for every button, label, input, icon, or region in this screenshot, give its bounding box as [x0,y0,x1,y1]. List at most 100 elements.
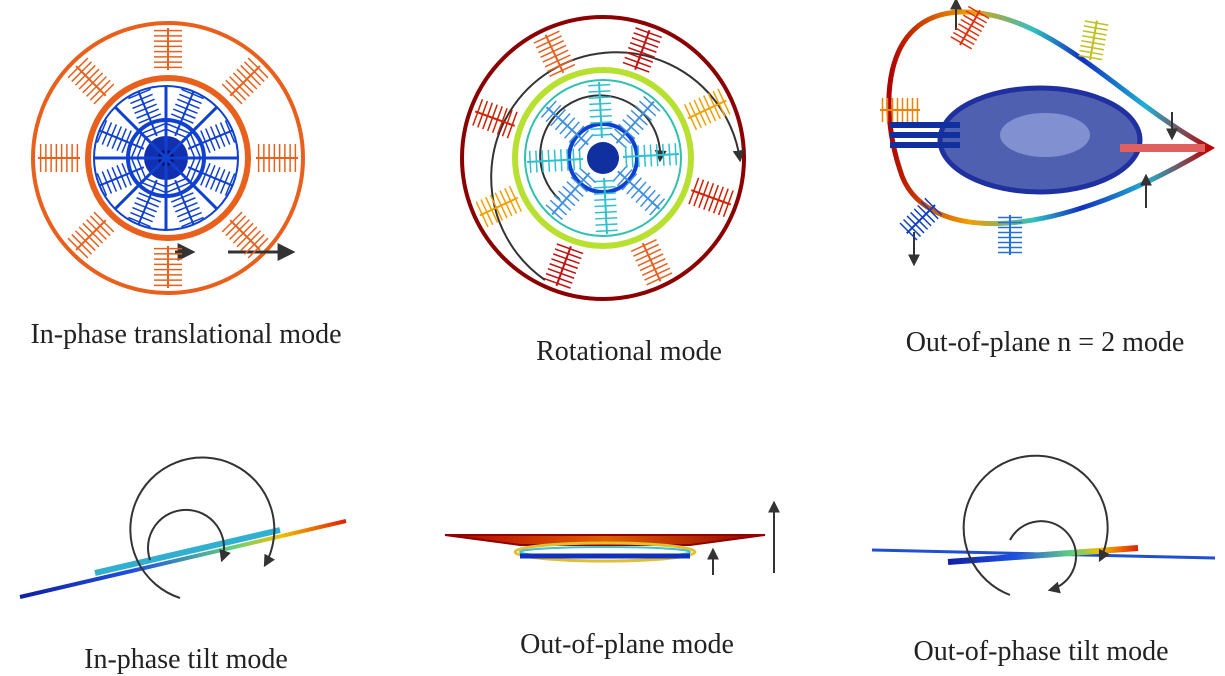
decoration [555,249,581,259]
caption: Rotational mode [536,336,722,367]
caption: Out-of-phase tilt mode [913,636,1168,667]
decoration [632,38,658,48]
decoration [546,274,572,284]
caption: In-phase tilt mode [84,644,288,675]
decoration [675,143,676,165]
decoration [694,100,706,125]
decoration [632,145,633,167]
decoration [669,144,670,166]
decoration [483,103,493,129]
decoration [709,185,719,211]
decoration [596,224,618,225]
figure: In-phase translational mode Rotational m… [0,0,1225,676]
decoration [164,176,205,230]
decoration [595,205,617,206]
decoration [543,50,568,62]
out-of-phase-tilt-drawing [872,456,1215,595]
decoration [538,41,563,53]
decoration [595,212,617,213]
decoration [498,108,508,134]
decoration [657,144,658,166]
decoration [588,82,613,139]
decoration [622,143,679,168]
decoration [550,264,576,274]
decoration [481,199,493,224]
decoration [551,259,577,269]
decoration [589,97,611,98]
decoration [595,218,617,219]
decoration [527,148,584,173]
decoration [682,88,732,131]
in-phase-tilt-drawing [20,458,346,598]
decoration [630,43,656,53]
decoration [533,29,576,79]
decoration [1078,19,1109,63]
decoration [699,98,711,123]
out-of-plane-drawing [445,503,774,575]
decoration [880,98,920,122]
decoration [644,268,669,280]
decoration [593,177,618,234]
decoration [638,254,663,266]
decoration [545,55,570,67]
decoration [589,91,611,92]
decoration [626,146,627,168]
decoration [184,119,238,160]
decoration [687,177,736,218]
decoration [699,181,709,207]
decoration [594,187,616,188]
decoration [470,98,519,139]
decoration [650,145,651,167]
decoration [625,57,651,67]
decoration [184,156,238,197]
decoration [554,150,555,172]
decoration [958,24,979,36]
decoration [689,102,701,127]
decoration [505,188,517,213]
decoration [536,151,537,173]
decoration [714,187,724,213]
decoration [642,263,667,275]
caption: In-phase translational mode [30,319,341,350]
decoration [164,87,205,141]
decoration [590,128,612,129]
decoration [95,119,149,160]
decoration [590,116,612,117]
decoration [490,195,502,220]
decoration [478,101,488,127]
decoration [530,151,531,173]
decoration [713,91,725,116]
translational-mode-drawing [33,23,303,293]
decoration [634,33,660,43]
decoration [579,148,580,170]
decoration [961,20,982,32]
rotational-mode-drawing [462,17,744,299]
decoration [95,156,149,197]
decoration [154,28,182,70]
decoration [963,15,984,27]
decoration [953,33,974,45]
decoration [590,109,612,110]
decoration [589,103,611,104]
decoration [644,145,645,167]
caption: Out-of-plane mode [520,629,734,660]
decoration [951,37,972,49]
decoration [38,144,80,172]
decoration [630,237,673,287]
decoration [663,144,664,166]
decoration [543,242,584,291]
decoration [633,244,658,256]
out-of-plane-n2-drawing [880,0,1210,264]
decoration [127,176,168,230]
decoration [622,25,663,74]
decoration [704,183,714,209]
decoration [593,181,615,182]
decoration [548,269,574,279]
decoration [488,105,498,131]
decoration [596,230,618,231]
decoration [956,28,977,40]
decoration [694,180,704,206]
decoration [548,150,549,172]
decoration [719,189,729,215]
decoration [541,45,566,57]
